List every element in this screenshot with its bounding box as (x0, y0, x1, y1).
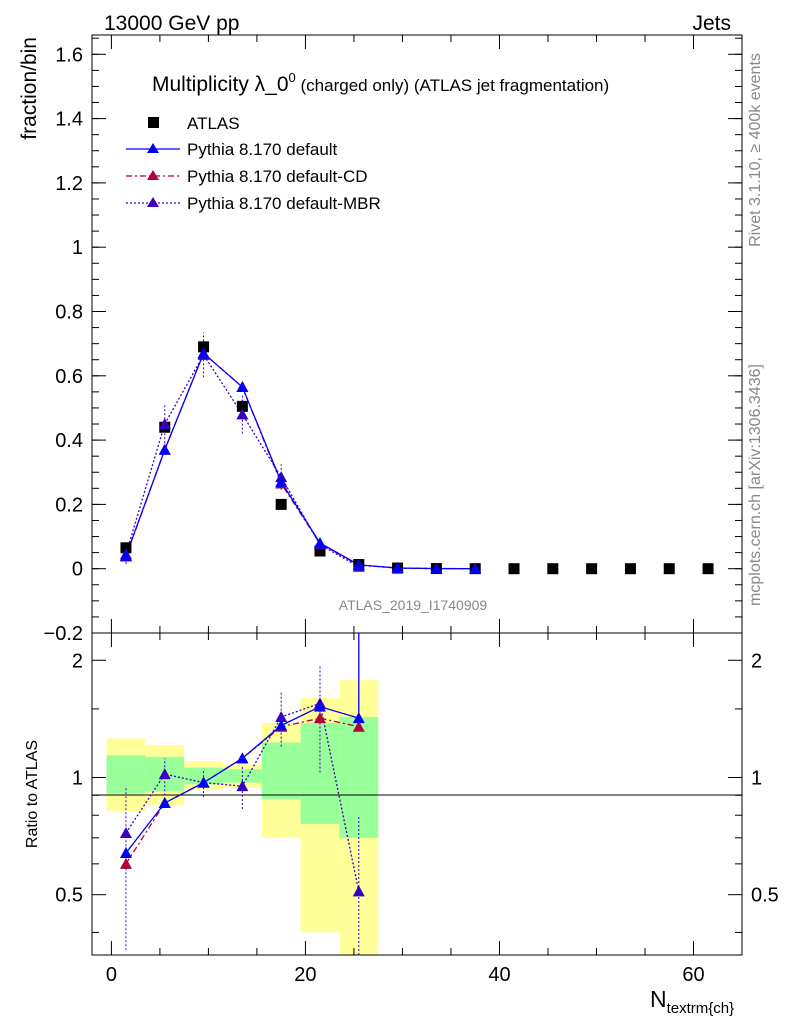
main-y-tick-label: 1.6 (55, 44, 83, 66)
mcplots-label: mcplots.cern.ch [arXiv:1306.3436] (747, 364, 764, 606)
main-atlas-point (508, 563, 520, 575)
ratio-default-point (275, 719, 288, 731)
main-default-point (236, 381, 249, 393)
main-atlas-point (702, 563, 714, 575)
ratio-bands (106, 679, 379, 955)
main-atlas-point (120, 542, 132, 554)
ratio-stat-band (300, 723, 340, 824)
main-y-tick-label: 1 (72, 237, 83, 259)
main-y-tick-label: 0.6 (55, 366, 83, 388)
main-default-point (158, 443, 171, 455)
main-atlas-point (547, 563, 559, 575)
main-line-default (125, 352, 476, 570)
main-y-tick-label: 0 (72, 559, 83, 581)
ratio-y-tick-label-right: 2 (751, 650, 762, 672)
ratio-panel: 0.5 0.51 12 20 20 40 60 Ratio to ATLAS Ntextrm… (24, 632, 779, 1017)
main-atlas-point (663, 563, 675, 575)
legend-default-label: Pythia 8.170 default (187, 140, 338, 159)
header-left: 13000 GeV pp (104, 12, 239, 35)
ratio-mbr-point (119, 827, 132, 839)
main-atlas-point (314, 545, 326, 557)
ratio-mbr-point (158, 768, 171, 780)
main-default-point (313, 536, 326, 548)
ratio-y-tick-label-right: 1 (751, 767, 762, 789)
x-axis-label: Ntextrm{ch} (650, 986, 734, 1017)
analysis-id: ATLAS_2019_I1740909 (339, 597, 488, 613)
main-y-axis-label: fraction/bin (18, 37, 41, 140)
main-line-cd (125, 352, 476, 570)
main-default-point (391, 562, 404, 574)
main-axis-ticks: −0.2 0 0.2 0.4 0.6 0.8 1 1.2 1.4 1.6 (44, 35, 742, 645)
ratio-cd-point (352, 720, 365, 732)
main-mbr-point (158, 418, 171, 430)
ratio-default-point (119, 846, 132, 858)
ratio-default-point (158, 796, 171, 808)
legend-atlas-marker (148, 117, 159, 128)
main-default-point (119, 549, 132, 561)
main-y-tick-label: 0.2 (55, 494, 83, 516)
ratio-mbr-point (236, 780, 249, 792)
legend-mbr-label: Pythia 8.170 default-MBR (187, 194, 381, 213)
main-title: Multiplicity λ_00 (charged only) (ATLAS … (152, 70, 609, 96)
x-tick-label: 20 (294, 964, 316, 986)
ratio-y-tick-label-right: 0.5 (751, 885, 779, 907)
main-y-tick-label: −0.2 (44, 623, 83, 645)
ratio-default-point (197, 776, 210, 788)
main-atlas-point (624, 563, 636, 575)
ratio-mbr-point (275, 710, 288, 722)
main-data (119, 332, 714, 575)
ratio-mbr-point (352, 885, 365, 897)
ratio-y-axis-label: Ratio to ATLAS (24, 740, 41, 848)
x-tick-label: 40 (488, 964, 510, 986)
main-y-tick-label: 1.2 (55, 173, 83, 195)
main-default-point (275, 475, 288, 487)
ratio-axis-ticks: 0.5 0.51 12 20 20 40 60 (55, 633, 779, 986)
main-atlas-point (275, 498, 287, 510)
main-y-tick-label: 0.8 (55, 301, 83, 323)
ratio-stat-band (106, 755, 146, 794)
main-default-point (197, 347, 210, 359)
ratio-default-point (313, 700, 326, 712)
main-atlas-point (236, 400, 248, 412)
main-y-tick-label: 1.4 (55, 109, 83, 131)
main-atlas-point (198, 341, 210, 353)
main-panel: ATLAS_2019_I1740909 −0.2 0 0.2 0.4 0.6 0.8 1 1.… (18, 34, 743, 645)
main-default-point (430, 562, 443, 574)
ratio-cd-point (119, 857, 132, 869)
x-tick-label: 0 (106, 964, 117, 986)
ratio-frame (91, 632, 743, 956)
header-right: Jets (692, 12, 731, 35)
ratio-default-point (236, 752, 249, 764)
legend-mbr-marker (147, 197, 159, 207)
ratio-cd-point (313, 712, 326, 724)
main-atlas-point (586, 563, 598, 575)
main-default-point (469, 562, 482, 574)
legend-atlas-label: ATLAS (187, 114, 240, 133)
ratio-data (119, 633, 365, 955)
ratio-y-tick-label: 2 (72, 650, 83, 672)
rivet-label: Rivet 3.1.10, ≥ 400k events (747, 53, 764, 247)
ratio-y-tick-label: 1 (72, 767, 83, 789)
x-tick-label: 60 (682, 964, 704, 986)
ratio-stat-band (339, 716, 379, 838)
ratio-default-point (352, 712, 365, 724)
legend: ATLAS Pythia 8.170 default Pythia 8.170 … (126, 114, 381, 213)
main-default-point (352, 558, 365, 570)
ratio-stat-band (261, 742, 301, 800)
main-y-tick-label: 0.4 (55, 430, 83, 452)
main-mbr-point (236, 408, 249, 420)
legend-default-marker (147, 143, 159, 153)
legend-cd-marker (147, 170, 159, 180)
legend-cd-label: Pythia 8.170 default-CD (187, 167, 368, 186)
ratio-y-tick-label: 0.5 (55, 885, 83, 907)
